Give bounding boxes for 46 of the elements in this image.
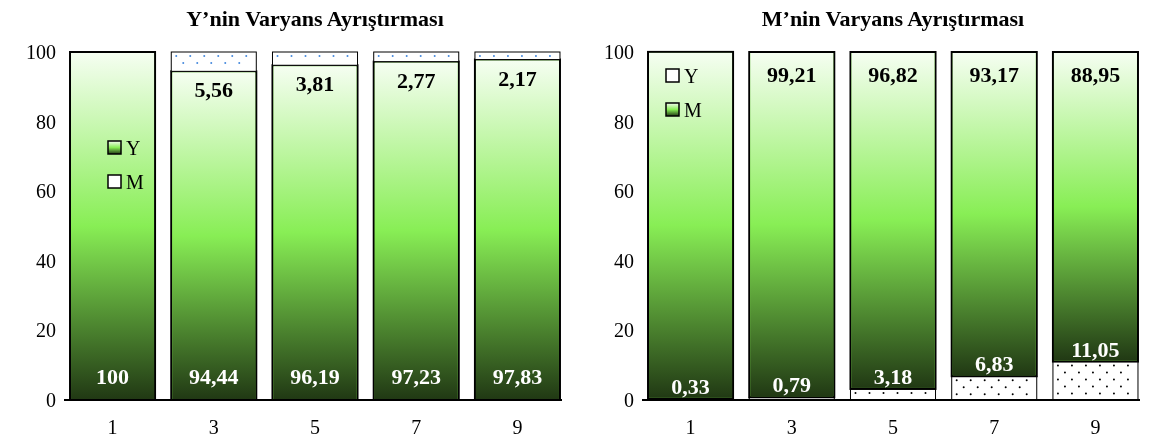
legend-label: M [684, 99, 702, 121]
y-tick-label: 0 [46, 389, 56, 411]
legend-label: Y [684, 65, 699, 87]
x-tick-label: 5 [310, 416, 320, 438]
y-tick-label: 40 [36, 249, 56, 272]
y-tick-label: 0 [624, 389, 634, 411]
chart-title: Y’nin Varyans Ayrıştırması [186, 6, 444, 31]
data-label: 3,81 [295, 71, 335, 97]
data-label: 6,83 [974, 351, 1014, 377]
x-tick-label: 1 [685, 416, 696, 438]
x-tick-label: 9 [1090, 416, 1101, 438]
data-label: 93,17 [969, 62, 1019, 87]
data-label: 11,05 [1071, 336, 1120, 362]
data-label: 0,33 [671, 373, 710, 399]
data-label: 5,56 [194, 77, 234, 103]
y-tick-label: 80 [36, 110, 56, 133]
data-label: 100 [96, 364, 130, 389]
x-tick-label: 5 [888, 416, 898, 438]
x-tick-label: 7 [989, 416, 1000, 438]
data-label: 97,83 [492, 364, 543, 389]
y-tick-label: 40 [614, 249, 634, 272]
legend-label: Y [126, 137, 141, 159]
data-label: 88,95 [1070, 62, 1121, 87]
data-label: 2,77 [396, 67, 436, 93]
data-label: 97,23 [391, 364, 441, 389]
y-tick-label: 100 [26, 41, 56, 63]
data-label: 2,17 [498, 65, 537, 91]
data-label: 0,79 [772, 372, 812, 398]
data-label: 3,18 [873, 363, 913, 389]
y-tick-label: 80 [614, 110, 634, 133]
y-tick-label: 100 [604, 41, 634, 63]
y-tick-label: 20 [614, 319, 634, 342]
data-label: 99,21 [767, 62, 817, 87]
x-tick-label: 7 [411, 416, 422, 438]
x-tick-label: 3 [786, 416, 797, 438]
x-tick-label: 9 [512, 416, 523, 438]
y-tick-label: 60 [614, 180, 634, 203]
x-tick-label: 1 [107, 416, 118, 438]
y-tick-label: 20 [36, 319, 56, 342]
legend-label: M [126, 171, 144, 193]
data-label: 96,82 [868, 62, 918, 87]
data-label: 94,44 [189, 364, 239, 389]
y-tick-label: 60 [36, 180, 56, 203]
chart-title: M’nin Varyans Ayrıştırması [761, 6, 1025, 31]
x-tick-label: 3 [208, 416, 219, 438]
data-label: 96,19 [290, 364, 340, 389]
